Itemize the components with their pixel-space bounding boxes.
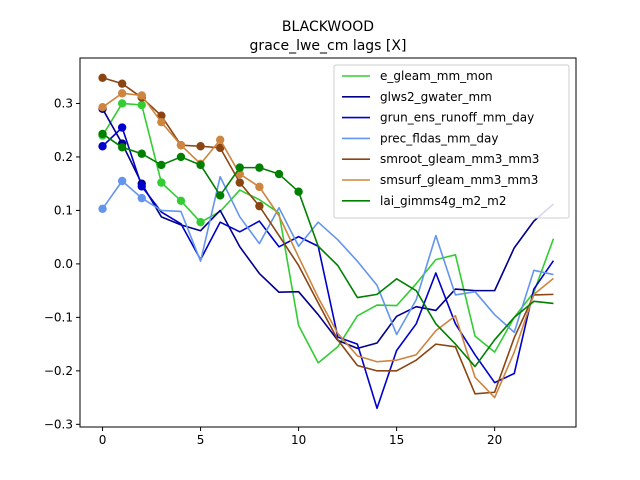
- data-point: [98, 204, 107, 214]
- data-point: [98, 73, 107, 82]
- plot-frame: [79, 57, 577, 428]
- data-point: [137, 193, 146, 203]
- chart-title: BLACKWOOD: [282, 19, 374, 35]
- data-point: [215, 143, 225, 153]
- y-tick-label: 0.1: [54, 203, 73, 217]
- data-point: [176, 152, 186, 162]
- series-prec_fldas_mm_day: [98, 175, 554, 336]
- data-point: [255, 201, 264, 211]
- series-line: [102, 92, 554, 399]
- series-grun_ens_runoff_mm_day: [98, 123, 555, 410]
- series-lai_gimms4g_m2_m2: [98, 129, 554, 368]
- data-point: [117, 143, 127, 152]
- data-point: [117, 123, 127, 132]
- y-tick-label: −0.3: [44, 417, 73, 431]
- y-tick-label: −0.2: [44, 364, 73, 378]
- data-point: [235, 163, 244, 172]
- legend-label: prec_fldas_mm_day: [380, 131, 499, 145]
- series-e_gleam_mm_mon: [98, 99, 555, 364]
- x-tick-label: 0: [99, 433, 107, 447]
- data-point: [117, 89, 127, 98]
- y-tick-label: 0.3: [54, 96, 73, 110]
- data-point: [235, 178, 244, 187]
- data-point: [215, 191, 225, 200]
- legend-box: [333, 64, 570, 219]
- data-point: [98, 103, 107, 112]
- data-point: [255, 163, 264, 172]
- legend-label: smsurf_gleam_mm3_mm3: [380, 173, 538, 187]
- y-tick-label: −0.1: [44, 310, 73, 324]
- data-point: [157, 160, 166, 170]
- data-point: [98, 129, 107, 139]
- data-point: [117, 79, 127, 88]
- data-point: [196, 142, 205, 151]
- series-line: [101, 175, 554, 336]
- data-point: [196, 160, 205, 170]
- data-point: [137, 182, 146, 191]
- data-point: [215, 135, 225, 145]
- legend-label: grun_ens_runoff_mm_day: [380, 111, 534, 125]
- series-line: [101, 102, 555, 364]
- legend: e_gleam_mm_mon glws2_gwater_mm grun_ens_ru…: [333, 64, 570, 219]
- data-point: [196, 217, 205, 227]
- legend-label: e_gleam_mm_mon: [380, 69, 493, 83]
- data-point: [117, 99, 127, 108]
- data-point: [274, 169, 284, 179]
- series-layer: [98, 73, 555, 410]
- x-tick-label: 20: [487, 433, 502, 447]
- data-point: [137, 91, 146, 100]
- series-smsurf_gleam_mm3_mm3: [98, 89, 554, 399]
- data-point: [157, 111, 166, 120]
- data-point: [98, 142, 107, 151]
- data-point: [137, 149, 146, 158]
- data-point: [176, 196, 186, 205]
- data-point: [157, 117, 166, 127]
- y-tick-label: 0.2: [54, 150, 73, 164]
- data-point: [157, 178, 166, 187]
- chart-subtitle: grace_lwe_cm lags [X]: [250, 38, 407, 54]
- x-tick-label: 10: [291, 433, 306, 447]
- y-tick-label: 0.0: [54, 257, 73, 271]
- data-point: [137, 100, 146, 110]
- data-point: [255, 182, 264, 192]
- data-point: [117, 176, 127, 186]
- x-tick-label: 15: [389, 433, 404, 447]
- axes-layer: 0 5 10 15 20 −0.3 −0.2 −0.1 0.0 0.1 0.2 0.3: [44, 96, 502, 447]
- x-tick-label: 5: [197, 433, 205, 447]
- data-point: [294, 187, 303, 196]
- legend-label: smroot_gleam_mm3_mm3: [380, 152, 539, 166]
- legend-label: glws2_gwater_mm: [380, 90, 492, 104]
- data-point: [176, 140, 186, 150]
- series-line: [101, 108, 554, 350]
- series-line: [101, 126, 555, 410]
- legend-label: lai_gimms4g_m2_m2: [380, 194, 507, 208]
